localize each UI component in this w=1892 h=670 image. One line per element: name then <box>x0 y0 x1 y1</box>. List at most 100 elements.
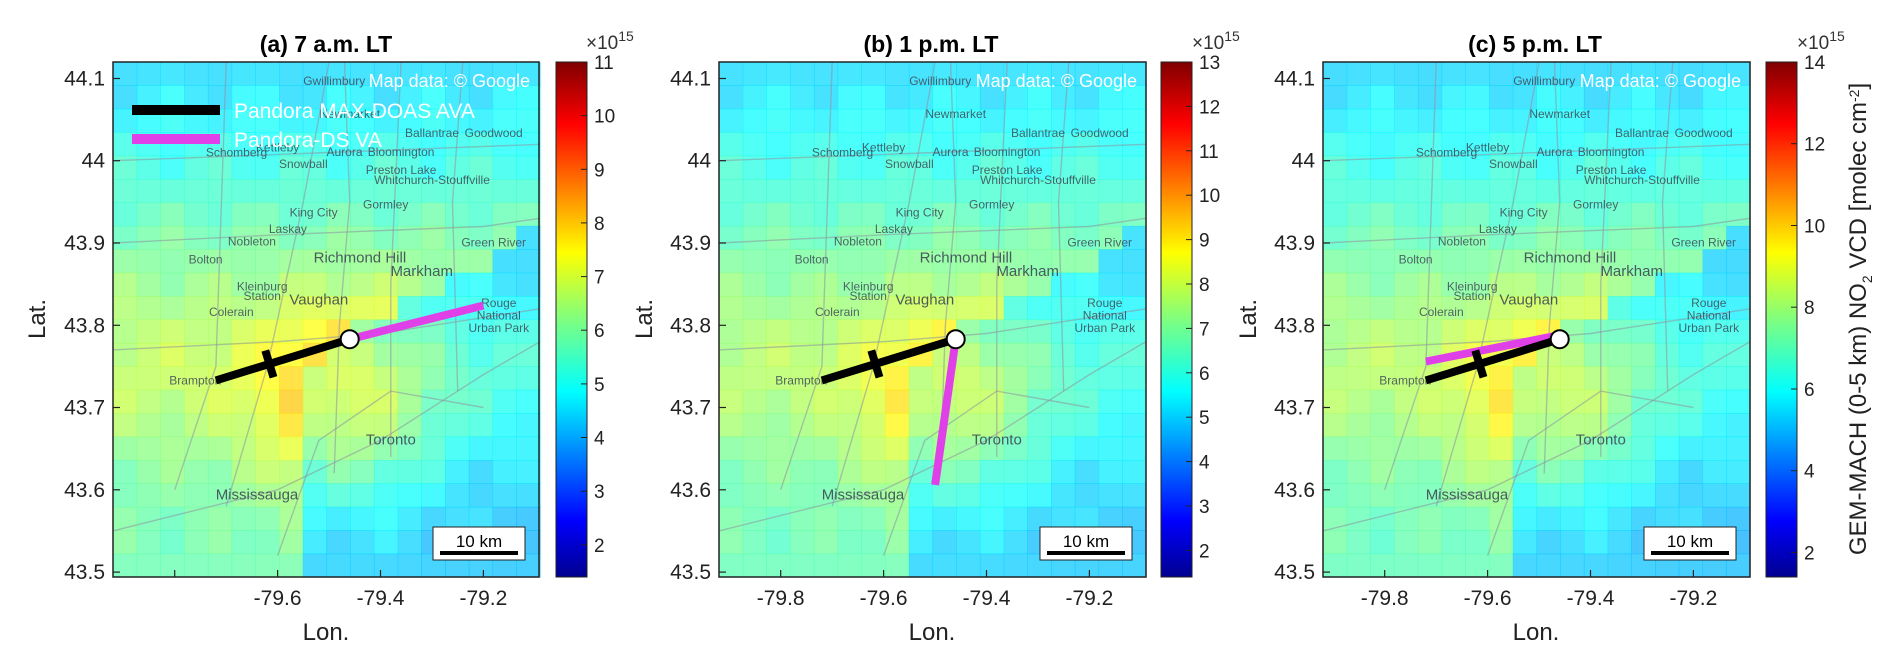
model-grid-cell <box>492 85 517 110</box>
map-place-label: Schomberg <box>206 146 267 160</box>
model-grid-cell <box>932 202 957 227</box>
model-grid-cell <box>255 62 280 86</box>
model-grid-cell <box>1394 366 1419 391</box>
model-grid-cell <box>1323 366 1348 391</box>
model-grid-cell <box>492 249 517 274</box>
map-place-label: Markham <box>1600 263 1663 280</box>
model-grid-cell <box>837 108 862 133</box>
model-grid-cell <box>516 202 541 227</box>
map-place-label: Laskay <box>1479 222 1517 236</box>
model-grid-cell <box>766 155 791 180</box>
model-grid-cell <box>1003 155 1028 180</box>
model-grid-cell <box>766 553 791 578</box>
model-grid-cell <box>516 413 541 438</box>
model-grid-cell <box>350 389 375 414</box>
map-place-label: Toronto <box>366 432 416 449</box>
map-road <box>276 390 484 556</box>
model-grid-cell <box>1465 506 1490 531</box>
model-grid-cell <box>1702 272 1727 297</box>
model-grid-cell <box>397 108 422 133</box>
model-grid-cell <box>1583 506 1609 531</box>
model-grid-cell <box>1122 62 1147 86</box>
model-grid-cell <box>1394 85 1419 110</box>
model-grid-cell <box>1346 249 1371 274</box>
model-grid-cell <box>373 553 399 578</box>
model-grid-cell <box>1323 436 1348 461</box>
map-place-label: Nobleton <box>1438 235 1486 249</box>
model-grid-cell <box>350 179 375 203</box>
model-grid-cell <box>1394 62 1419 86</box>
model-grid-cell <box>160 225 185 250</box>
model-grid-cell <box>279 366 304 391</box>
model-grid-cell <box>1536 366 1561 391</box>
map-place-label: Goodwood <box>465 126 523 140</box>
map-place-label: National <box>477 309 521 323</box>
model-grid-cell <box>1346 506 1371 531</box>
model-grid-cell <box>719 62 744 86</box>
model-grid-cell <box>1417 436 1443 461</box>
model-grid-cell <box>885 108 910 133</box>
model-grid-cell <box>837 553 862 578</box>
model-grid-cell <box>1051 202 1076 227</box>
model-grid-cell <box>908 389 934 414</box>
model-grid-cell <box>1003 530 1028 555</box>
model-grid-cell <box>1465 483 1490 508</box>
map-place-label: Whitchurch-Stouffville <box>1584 173 1700 187</box>
model-grid-cell <box>136 389 161 414</box>
model-grid-cell <box>1394 530 1419 555</box>
model-grid-cell <box>837 272 862 297</box>
model-grid-cell <box>1726 389 1751 414</box>
model-grid-cell <box>813 108 839 133</box>
model-grid-cell <box>837 85 862 110</box>
map-place-label: Kettleby <box>862 141 905 155</box>
model-grid-cell <box>885 366 910 391</box>
map-place-label: Colerain <box>209 305 254 319</box>
model-grid-cell <box>1489 436 1514 461</box>
model-grid-cell <box>373 108 399 133</box>
map-road <box>1600 61 1612 457</box>
model-grid-cell <box>231 389 256 414</box>
model-grid-cell <box>397 62 422 86</box>
model-grid-cell <box>1655 460 1680 484</box>
model-grid-cell <box>113 202 138 227</box>
model-grid-cell <box>885 413 910 438</box>
model-grid-cell <box>1051 179 1076 203</box>
map-place-label: Green River <box>1671 235 1736 249</box>
model-grid-cell <box>1583 132 1609 157</box>
model-grid-cell <box>302 483 328 508</box>
model-grid-cell <box>1678 366 1704 391</box>
map-road <box>939 61 957 474</box>
model-grid-cell <box>766 249 791 274</box>
model-grid-cell <box>326 155 351 180</box>
colorbar-a-exponent: ×1015 <box>586 28 634 54</box>
y-tick-label: 43.9 <box>64 232 105 255</box>
model-grid-cell <box>1441 272 1466 297</box>
model-grid-cell <box>516 225 541 250</box>
panel-a-legend: Pandora MAX-DOAS AVA Pandora-DS VA <box>132 100 475 152</box>
model-grid-cell <box>932 530 957 555</box>
model-grid-cell <box>113 249 138 274</box>
model-grid-cell <box>160 413 185 438</box>
map-place-label: Markham <box>390 263 453 280</box>
model-grid-cell <box>1051 436 1076 461</box>
model-grid-cell <box>231 62 256 86</box>
model-grid-cell <box>350 155 375 180</box>
model-grid-cell <box>742 319 767 344</box>
model-grid-cell <box>1122 342 1147 367</box>
model-grid-cell <box>231 296 256 321</box>
model-grid-cell <box>861 506 886 531</box>
model-grid-cell <box>1726 85 1751 110</box>
model-grid-cell <box>1003 108 1028 133</box>
model-grid-cell <box>468 342 494 367</box>
model-grid-cell <box>1726 460 1751 484</box>
model-grid-cell <box>113 389 138 414</box>
model-grid-cell <box>468 366 494 391</box>
model-grid-cell <box>1702 132 1727 157</box>
model-grid-cell <box>397 85 422 110</box>
model-grid-cell <box>184 62 209 86</box>
map-place-label: Green River <box>461 235 526 249</box>
model-grid-cell <box>1074 155 1100 180</box>
model-grid-cell <box>885 530 910 555</box>
model-grid-cell <box>1441 506 1466 531</box>
model-grid-cell <box>932 62 957 86</box>
